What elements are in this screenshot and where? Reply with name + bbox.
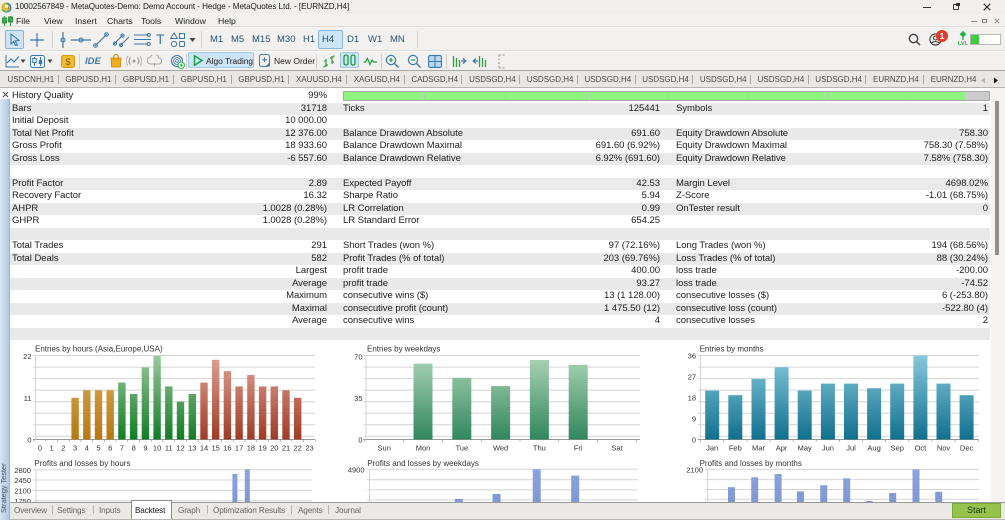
- svg-text:1750: 1750: [14, 497, 31, 502]
- svg-text:Feb: Feb: [729, 444, 742, 453]
- svg-text:2: 2: [61, 444, 65, 453]
- svg-text:9: 9: [692, 415, 696, 424]
- svg-text:14: 14: [200, 444, 208, 453]
- svg-text:Tue: Tue: [455, 444, 468, 453]
- svg-text:9: 9: [143, 444, 147, 453]
- svg-text:13: 13: [188, 444, 196, 453]
- svg-text:Nov: Nov: [937, 444, 951, 453]
- svg-text:4900: 4900: [348, 465, 365, 474]
- svg-text:1: 1: [50, 444, 54, 453]
- svg-text:Entries by weekdays: Entries by weekdays: [367, 345, 440, 354]
- svg-text:20: 20: [270, 444, 278, 453]
- svg-text:16: 16: [223, 444, 231, 453]
- svg-text:Apr: Apr: [776, 444, 788, 453]
- svg-text:Jun: Jun: [822, 444, 834, 453]
- svg-text:Aug: Aug: [867, 444, 880, 453]
- svg-text:4: 4: [85, 444, 89, 453]
- svg-text:Profits and losses by months: Profits and losses by months: [700, 459, 802, 468]
- svg-text:3: 3: [73, 444, 77, 453]
- svg-text:Wed: Wed: [493, 444, 508, 453]
- svg-text:Sep: Sep: [891, 444, 904, 453]
- svg-text:18: 18: [247, 444, 255, 453]
- svg-text:2800: 2800: [14, 466, 31, 475]
- svg-text:Entries by months: Entries by months: [700, 345, 764, 354]
- svg-text:15: 15: [212, 444, 220, 453]
- svg-text:0: 0: [38, 444, 42, 453]
- svg-text:21: 21: [282, 444, 290, 453]
- svg-text:22: 22: [23, 352, 31, 361]
- svg-text:May: May: [798, 444, 812, 453]
- svg-text:Thu: Thu: [533, 444, 546, 453]
- svg-text:Jan: Jan: [706, 444, 718, 453]
- svg-text:36: 36: [688, 352, 696, 361]
- svg-text:22: 22: [294, 444, 302, 453]
- svg-text:35: 35: [354, 394, 362, 403]
- svg-text:Profits and losses by hours: Profits and losses by hours: [34, 459, 130, 468]
- svg-text:Sat: Sat: [611, 444, 623, 453]
- svg-text:11: 11: [24, 394, 32, 403]
- svg-text:0: 0: [358, 436, 362, 445]
- svg-text:19: 19: [258, 444, 266, 453]
- svg-text:Oct: Oct: [915, 444, 928, 453]
- svg-text:7: 7: [120, 444, 124, 453]
- svg-text:Profits and losses by weekdays: Profits and losses by weekdays: [367, 459, 479, 468]
- svg-text:17: 17: [235, 444, 243, 453]
- svg-text:2450: 2450: [14, 476, 31, 485]
- svg-text:23: 23: [305, 444, 313, 453]
- svg-text:Sun: Sun: [378, 444, 391, 453]
- svg-text:11: 11: [165, 444, 173, 453]
- svg-text:10: 10: [153, 444, 161, 453]
- svg-text:70: 70: [354, 353, 362, 362]
- svg-text:8: 8: [132, 444, 136, 453]
- svg-text:12: 12: [176, 444, 184, 453]
- svg-text:6: 6: [108, 444, 112, 453]
- svg-text:18: 18: [688, 394, 696, 403]
- svg-text:0: 0: [27, 436, 31, 445]
- svg-text:Mar: Mar: [752, 444, 765, 453]
- svg-text:27: 27: [688, 373, 696, 382]
- svg-text:2100: 2100: [14, 487, 31, 496]
- svg-text:Mon: Mon: [416, 444, 431, 453]
- svg-text:2100: 2100: [686, 465, 703, 474]
- svg-text:Fri: Fri: [574, 444, 583, 453]
- svg-text:0: 0: [692, 436, 696, 445]
- svg-text:Dec: Dec: [960, 444, 974, 453]
- svg-text:Entries by hours (Asia,Europe,: Entries by hours (Asia,Europe,USA): [35, 345, 163, 354]
- svg-text:LVL: LVL: [958, 41, 969, 46]
- svg-text:5: 5: [96, 444, 100, 453]
- svg-text:Jul: Jul: [846, 444, 856, 453]
- svg-text:$: $: [65, 57, 70, 67]
